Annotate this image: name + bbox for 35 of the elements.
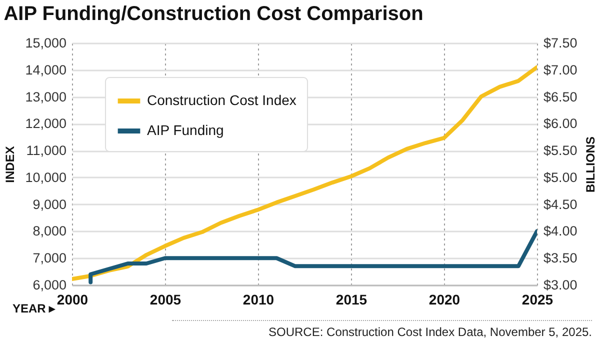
y-tick-label: 8,000 xyxy=(32,224,66,239)
y-tick-label: 14,000 xyxy=(25,62,66,78)
legend-label: Construction Cost Index xyxy=(147,92,296,108)
y2-tick-label: $4.50 xyxy=(544,196,578,212)
source-note: SOURCE: Construction Cost Index Data, November 5, 2025. xyxy=(172,320,592,339)
x-tick-label: 2000 xyxy=(56,292,88,308)
y2-axis-title: BILLIONS xyxy=(583,136,598,192)
x-tick-label: 2005 xyxy=(150,292,182,308)
y-tick-label: 11,000 xyxy=(26,143,66,158)
legend-label: AIP Funding xyxy=(147,122,224,138)
x-tick-label: 2025 xyxy=(522,292,554,308)
line-series xyxy=(88,229,537,284)
y2-tick-label: $5.50 xyxy=(544,143,578,158)
x-axis-title: YEAR ▸ xyxy=(12,302,56,316)
y-tick-label: 6,000 xyxy=(32,278,66,292)
y2-tick-label: $6.50 xyxy=(544,89,578,104)
x-tick-label: 2010 xyxy=(242,292,274,308)
y2-tick-label: $5.00 xyxy=(544,170,578,185)
chart-title: AIP Funding/Construction Cost Comparison xyxy=(4,3,424,25)
y2-tick-label: $7.50 xyxy=(544,36,578,50)
y2-tick-label: $7.00 xyxy=(544,62,578,78)
y2-tick-label: $4.00 xyxy=(544,224,578,239)
y-tick-label: 9,000 xyxy=(32,196,66,212)
y-tick-label: 12,000 xyxy=(25,116,66,132)
y-tick-label: 15,000 xyxy=(25,36,66,50)
y2-tick-label: $3.00 xyxy=(544,278,578,292)
y-tick-label: 7,000 xyxy=(32,250,66,266)
y-tick-label: 10,000 xyxy=(25,170,66,185)
y2-tick-label: $6.00 xyxy=(544,116,578,132)
x-tick-label: 2015 xyxy=(336,292,368,308)
y-axis-title: INDEX xyxy=(3,146,18,183)
y-tick-label: 13,000 xyxy=(25,89,66,104)
x-tick-label: 2020 xyxy=(428,292,460,308)
y2-tick-label: $3.50 xyxy=(544,250,578,266)
line-series xyxy=(72,65,537,282)
